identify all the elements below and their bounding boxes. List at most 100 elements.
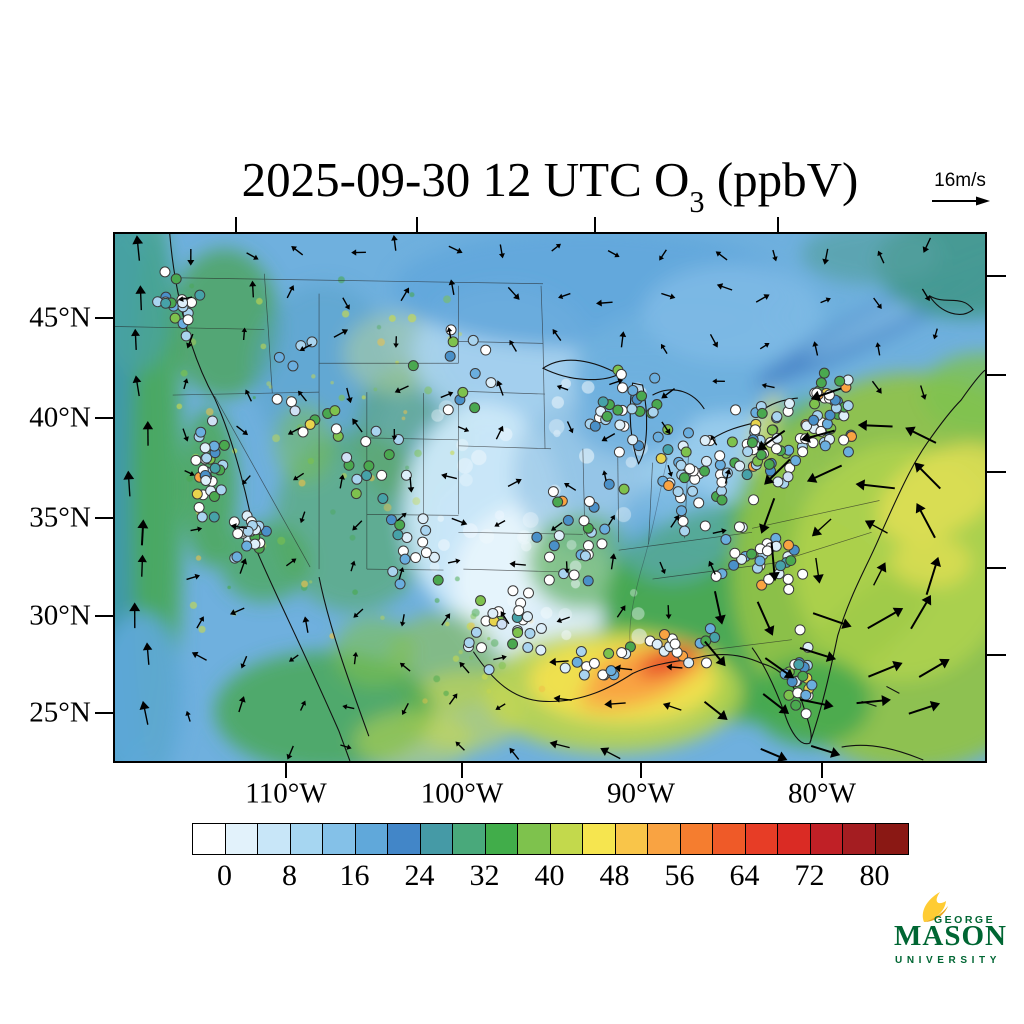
station-marker [273, 351, 285, 363]
station-marker [754, 555, 766, 567]
lat-tick-right [987, 275, 1006, 277]
station-marker [603, 648, 615, 659]
wind-arrow [407, 487, 415, 493]
wind-arrow [352, 418, 359, 426]
station-marker [771, 411, 783, 423]
station-marker [742, 446, 754, 458]
station-marker [784, 398, 795, 410]
wind-arrow [825, 651, 837, 662]
wind-arrow [939, 658, 950, 669]
station-marker [647, 406, 659, 418]
station-marker [687, 485, 699, 497]
wind-arrow [875, 387, 882, 394]
lat-tick-right [987, 654, 1006, 656]
station-marker [394, 578, 406, 590]
station-marker [679, 525, 691, 537]
lat-tick-left [95, 417, 114, 419]
station-marker [199, 442, 211, 454]
station-marker [432, 574, 444, 586]
station-marker [206, 415, 218, 427]
colorbar-tick-label: 72 [794, 859, 825, 892]
station-marker [746, 437, 758, 449]
station-marker [672, 486, 684, 498]
wind-arrow [288, 656, 295, 662]
station-marker [797, 568, 809, 580]
station-marker [680, 446, 692, 458]
station-marker [699, 520, 711, 532]
station-marker [733, 521, 745, 533]
title-units: (ppbV) [704, 151, 859, 207]
wind-arrow [131, 328, 141, 337]
station-marker [596, 538, 608, 550]
station-marker [394, 519, 406, 531]
wind-arrow [137, 554, 147, 563]
wind-arrow [930, 556, 941, 568]
lon-label-110W: 110°W [245, 777, 327, 810]
wind-arrow [342, 704, 348, 710]
lat-label-40N: 40°N [29, 401, 91, 434]
station-marker [469, 368, 481, 379]
wind-arrow [501, 654, 507, 661]
station-marker [793, 659, 805, 671]
wind-arrow [253, 254, 259, 260]
wind-arrow [288, 285, 295, 291]
station-marker [480, 344, 492, 356]
station-marker [341, 451, 353, 463]
wind-arrow [710, 435, 716, 441]
wind-reference-label: 16m/s [934, 170, 986, 191]
wind-arrow [823, 699, 834, 711]
wind-arrow [892, 661, 903, 672]
wind-arrow [509, 560, 516, 568]
station-marker [701, 455, 712, 467]
station-marker [463, 637, 475, 649]
lon-tick-top [594, 217, 596, 232]
colorbar-tick-label: 16 [339, 859, 370, 892]
wind-arrow [905, 426, 916, 437]
station-marker [241, 540, 253, 552]
station-marker [513, 605, 525, 617]
wind-arrow [564, 482, 570, 488]
wind-arrow [759, 523, 770, 534]
wind-arrow [241, 327, 248, 333]
station-marker [215, 484, 227, 496]
wind-arrow [664, 428, 671, 435]
wind-arrow [772, 256, 778, 262]
station-marker [200, 475, 212, 486]
station-marker [749, 424, 761, 436]
colorbar-box [550, 824, 583, 854]
wind-arrow [497, 425, 504, 432]
wind-arrow [399, 621, 406, 627]
station-marker [794, 624, 806, 636]
wind-arrow [661, 392, 668, 399]
lon-tick-top [235, 217, 237, 232]
wind-arrow [456, 247, 463, 254]
wind-arrow [249, 280, 257, 287]
wind-arrow [768, 571, 780, 582]
wind-arrow [551, 525, 557, 531]
wind-arrow [352, 651, 359, 657]
wind-arrow [515, 478, 522, 485]
station-marker [350, 488, 362, 500]
wind-arrow [922, 246, 930, 253]
wind-reference-arrow-icon [932, 196, 990, 206]
station-marker [470, 626, 482, 638]
station-marker [559, 662, 571, 674]
lat-label-35N: 35°N [29, 501, 91, 534]
wind-arrow [777, 751, 788, 761]
station-marker [306, 336, 318, 348]
station-marker [699, 435, 711, 446]
station-marker [597, 396, 609, 408]
colorbar-box [713, 824, 746, 854]
wind-arrow [555, 243, 562, 249]
wind-arrow [242, 429, 249, 436]
wind-arrow [857, 419, 867, 431]
station-marker [524, 627, 536, 639]
wind-arrow [441, 472, 448, 480]
wind-arrow [509, 340, 515, 346]
station-marker [782, 471, 794, 483]
station-marker [457, 386, 469, 398]
station-marker [756, 407, 768, 419]
lat-tick-left [95, 615, 114, 617]
station-marker [271, 393, 283, 405]
lat-label-25N: 25°N [29, 696, 91, 729]
